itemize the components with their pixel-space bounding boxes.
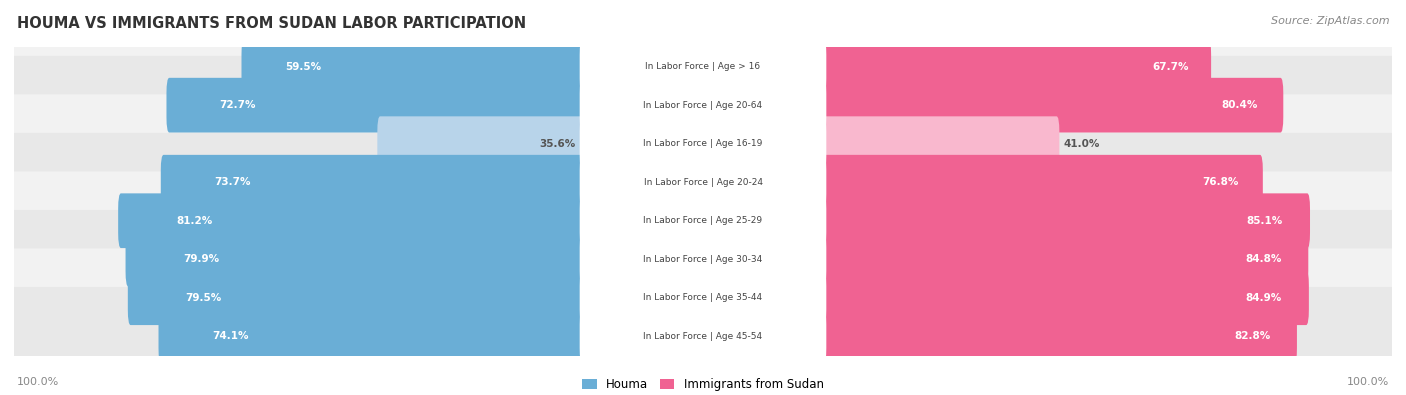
Text: 74.1%: 74.1% [212, 331, 249, 341]
FancyBboxPatch shape [125, 232, 585, 286]
FancyBboxPatch shape [821, 232, 1309, 286]
Text: 35.6%: 35.6% [540, 139, 575, 149]
Text: In Labor Force | Age 16-19: In Labor Force | Age 16-19 [644, 139, 762, 148]
Text: In Labor Force | Age 45-54: In Labor Force | Age 45-54 [644, 332, 762, 341]
Text: Source: ZipAtlas.com: Source: ZipAtlas.com [1271, 16, 1389, 26]
Text: 82.8%: 82.8% [1234, 331, 1271, 341]
Text: In Labor Force | Age 20-24: In Labor Force | Age 20-24 [644, 178, 762, 187]
FancyBboxPatch shape [8, 248, 1398, 347]
Text: 100.0%: 100.0% [1347, 377, 1389, 387]
Text: 76.8%: 76.8% [1202, 177, 1239, 187]
FancyBboxPatch shape [160, 155, 585, 209]
Text: In Labor Force | Age 35-44: In Labor Force | Age 35-44 [644, 293, 762, 302]
FancyBboxPatch shape [128, 271, 585, 325]
FancyBboxPatch shape [821, 117, 1059, 171]
FancyBboxPatch shape [579, 194, 827, 248]
Text: 72.7%: 72.7% [219, 100, 256, 110]
Text: 84.8%: 84.8% [1246, 254, 1281, 264]
FancyBboxPatch shape [579, 232, 827, 286]
Text: 79.5%: 79.5% [184, 293, 221, 303]
FancyBboxPatch shape [377, 117, 585, 171]
FancyBboxPatch shape [8, 17, 1398, 116]
FancyBboxPatch shape [159, 309, 585, 363]
FancyBboxPatch shape [821, 194, 1310, 248]
Text: 100.0%: 100.0% [17, 377, 59, 387]
FancyBboxPatch shape [821, 155, 1263, 209]
FancyBboxPatch shape [8, 171, 1398, 270]
Text: In Labor Force | Age 20-64: In Labor Force | Age 20-64 [644, 101, 762, 110]
Legend: Houma, Immigrants from Sudan: Houma, Immigrants from Sudan [578, 373, 828, 395]
FancyBboxPatch shape [821, 309, 1296, 363]
FancyBboxPatch shape [8, 133, 1398, 231]
Text: In Labor Force | Age 30-34: In Labor Force | Age 30-34 [644, 255, 762, 264]
FancyBboxPatch shape [821, 78, 1284, 132]
FancyBboxPatch shape [8, 287, 1398, 386]
Text: 67.7%: 67.7% [1153, 62, 1189, 71]
Text: 73.7%: 73.7% [214, 177, 250, 187]
FancyBboxPatch shape [579, 78, 827, 132]
FancyBboxPatch shape [166, 78, 585, 132]
Text: 80.4%: 80.4% [1222, 100, 1258, 110]
FancyBboxPatch shape [579, 40, 827, 94]
FancyBboxPatch shape [242, 40, 585, 94]
Text: 85.1%: 85.1% [1247, 216, 1284, 226]
FancyBboxPatch shape [118, 194, 585, 248]
Text: In Labor Force | Age > 16: In Labor Force | Age > 16 [645, 62, 761, 71]
Text: 59.5%: 59.5% [285, 62, 321, 71]
FancyBboxPatch shape [8, 56, 1398, 154]
FancyBboxPatch shape [579, 117, 827, 171]
Text: 41.0%: 41.0% [1063, 139, 1099, 149]
FancyBboxPatch shape [579, 155, 827, 209]
Text: 79.9%: 79.9% [183, 254, 219, 264]
FancyBboxPatch shape [8, 210, 1398, 308]
FancyBboxPatch shape [821, 40, 1211, 94]
FancyBboxPatch shape [821, 271, 1309, 325]
FancyBboxPatch shape [579, 271, 827, 325]
FancyBboxPatch shape [8, 94, 1398, 193]
Text: In Labor Force | Age 25-29: In Labor Force | Age 25-29 [644, 216, 762, 225]
FancyBboxPatch shape [579, 309, 827, 363]
Text: 84.9%: 84.9% [1246, 293, 1282, 303]
Text: HOUMA VS IMMIGRANTS FROM SUDAN LABOR PARTICIPATION: HOUMA VS IMMIGRANTS FROM SUDAN LABOR PAR… [17, 16, 526, 31]
Text: 81.2%: 81.2% [176, 216, 212, 226]
